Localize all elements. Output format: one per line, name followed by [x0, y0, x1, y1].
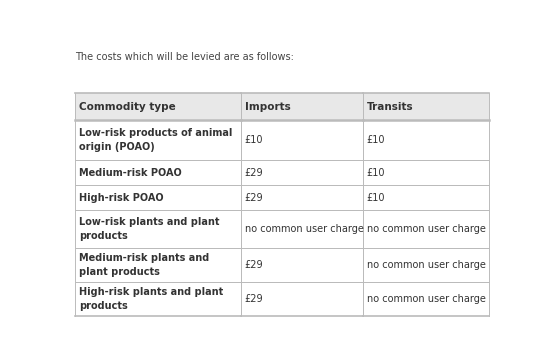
Text: £10: £10 [367, 168, 385, 178]
Text: £29: £29 [245, 294, 263, 304]
Bar [75, 93, 240, 120]
Text: Medium-risk POAO: Medium-risk POAO [79, 168, 182, 178]
Text: no common user charge: no common user charge [367, 294, 486, 304]
Bar [362, 160, 488, 185]
Bar [75, 120, 240, 160]
Text: Medium-risk plants and
plant products: Medium-risk plants and plant products [79, 253, 210, 277]
Text: £10: £10 [367, 135, 385, 145]
Bar [75, 282, 240, 316]
Bar [240, 248, 362, 282]
Bar [240, 185, 362, 210]
Text: Imports: Imports [245, 101, 290, 112]
Bar [75, 185, 240, 210]
Bar [75, 210, 240, 248]
Bar [362, 210, 488, 248]
Bar [362, 248, 488, 282]
Text: no common user charge: no common user charge [367, 260, 486, 270]
Bar [362, 93, 488, 120]
Bar [240, 160, 362, 185]
Text: High-risk plants and plant
products: High-risk plants and plant products [79, 287, 224, 311]
Text: £29: £29 [245, 260, 263, 270]
Text: Commodity type: Commodity type [79, 101, 176, 112]
Bar [75, 248, 240, 282]
Bar [362, 120, 488, 160]
Text: Transits: Transits [367, 101, 414, 112]
Text: £10: £10 [367, 192, 385, 203]
Bar [240, 120, 362, 160]
Bar [75, 160, 240, 185]
Text: £29: £29 [245, 168, 263, 178]
Bar [362, 282, 488, 316]
Text: High-risk POAO: High-risk POAO [79, 192, 164, 203]
Text: Low-risk plants and plant
products: Low-risk plants and plant products [79, 217, 220, 241]
Text: Low-risk products of animal
origin (POAO): Low-risk products of animal origin (POAO… [79, 128, 233, 152]
Text: no common user charge: no common user charge [367, 224, 486, 234]
Bar [240, 93, 362, 120]
Text: £10: £10 [245, 135, 263, 145]
Text: The costs which will be levied are as follows:: The costs which will be levied are as fo… [75, 52, 294, 62]
Bar [362, 185, 488, 210]
Text: no common user charge: no common user charge [245, 224, 364, 234]
Bar [240, 210, 362, 248]
Text: £29: £29 [245, 192, 263, 203]
Bar [240, 282, 362, 316]
